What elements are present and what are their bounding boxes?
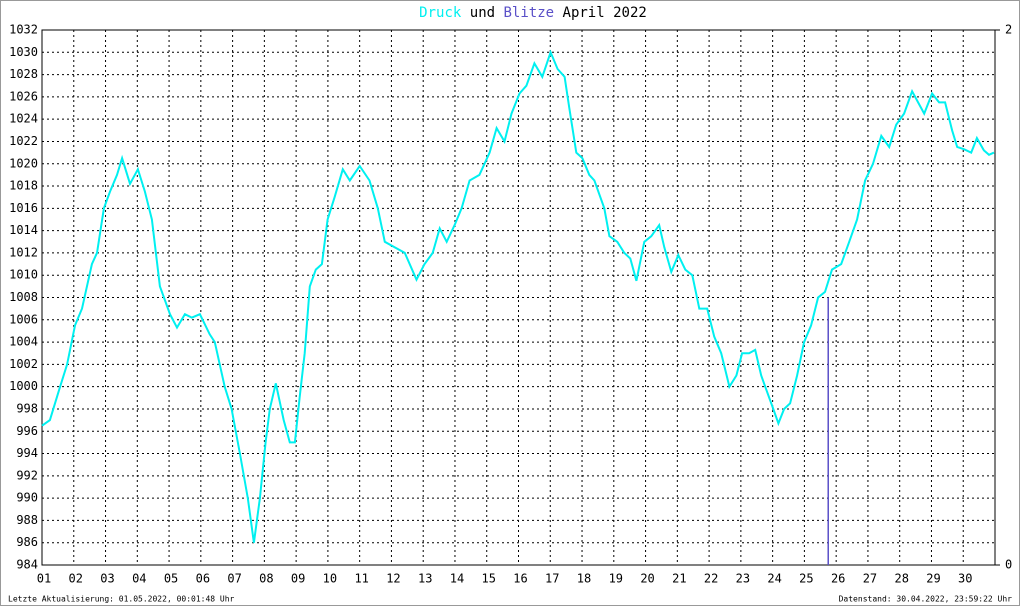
x-tick-label: 03 bbox=[100, 572, 114, 586]
x-tick-label: 12 bbox=[386, 572, 400, 586]
y-tick-label: 1002 bbox=[9, 357, 38, 371]
y-tick-label: 1014 bbox=[9, 223, 38, 237]
x-tick-label: 29 bbox=[926, 572, 940, 586]
x-tick-label: 23 bbox=[736, 572, 750, 586]
x-tick-label: 20 bbox=[640, 572, 654, 586]
y-tick-label: 1018 bbox=[9, 179, 38, 193]
x-tick-label: 22 bbox=[704, 572, 718, 586]
x-tick-label: 15 bbox=[482, 572, 496, 586]
y-tick-label: 1028 bbox=[9, 67, 38, 81]
x-tick-label: 21 bbox=[672, 572, 686, 586]
x-tick-label: 27 bbox=[863, 572, 877, 586]
x-tick-label: 17 bbox=[545, 572, 559, 586]
pressure-line bbox=[41, 49, 995, 543]
y-tick-label: 1010 bbox=[9, 268, 38, 282]
x-tick-label: 05 bbox=[164, 572, 178, 586]
x-tick-label: 16 bbox=[513, 572, 527, 586]
x-tick-label: 02 bbox=[69, 572, 83, 586]
x-tick-label: 08 bbox=[259, 572, 273, 586]
y-tick-label: 1020 bbox=[9, 156, 38, 170]
x-tick-label: 09 bbox=[291, 572, 305, 586]
x-tick-label: 18 bbox=[577, 572, 591, 586]
title-series-1: Blitze bbox=[504, 5, 555, 21]
y-tick-label: 992 bbox=[16, 468, 38, 482]
x-tick-label: 10 bbox=[323, 572, 337, 586]
x-tick-label: 11 bbox=[354, 572, 368, 586]
y-tick-label: 1026 bbox=[9, 89, 38, 103]
x-tick-label: 14 bbox=[450, 572, 464, 586]
y2-tick-label: 0 bbox=[1005, 558, 1012, 572]
y-tick-label: 1004 bbox=[9, 335, 38, 349]
plot-border bbox=[41, 29, 996, 566]
y-tick-label: 988 bbox=[16, 513, 38, 527]
x-tick-label: 25 bbox=[799, 572, 813, 586]
x-tick-label: 01 bbox=[37, 572, 51, 586]
chart-title: Druck und Blitze April 2022 bbox=[419, 5, 647, 21]
y-tick-label: 1032 bbox=[9, 23, 38, 37]
x-tick-label: 24 bbox=[767, 572, 781, 586]
title-series-0: Druck bbox=[419, 5, 462, 21]
footer-right: Datenstand: 30.04.2022, 23:59:22 Uhr bbox=[839, 595, 1013, 604]
y-tick-label: 990 bbox=[16, 491, 38, 505]
y-tick-label: 1008 bbox=[9, 290, 38, 304]
y-tick-label: 996 bbox=[16, 424, 38, 438]
x-tick-label: 13 bbox=[418, 572, 432, 586]
y-tick-label: 994 bbox=[16, 446, 38, 460]
title-suffix: April 2022 bbox=[563, 5, 647, 21]
y-tick-label: 1012 bbox=[9, 245, 38, 259]
y-tick-label: 1016 bbox=[9, 201, 38, 215]
footer-left: Letzte Aktualisierung: 01.05.2022, 00:01… bbox=[8, 595, 235, 604]
x-tick-label: 26 bbox=[831, 572, 845, 586]
x-tick-label: 07 bbox=[227, 572, 241, 586]
x-tick-label: 06 bbox=[196, 572, 210, 586]
y-tick-label: 998 bbox=[16, 401, 38, 415]
y-tick-label: 1006 bbox=[9, 312, 38, 326]
title-join: und bbox=[470, 5, 495, 21]
y-tick-label: 1000 bbox=[9, 379, 38, 393]
y-tick-label: 1030 bbox=[9, 45, 38, 59]
y2-tick-label: 2 bbox=[1005, 23, 1012, 37]
x-tick-label: 04 bbox=[132, 572, 146, 586]
x-tick-label: 30 bbox=[958, 572, 972, 586]
y-tick-label: 1024 bbox=[9, 112, 38, 126]
y-tick-label: 984 bbox=[16, 558, 38, 572]
x-tick-label: 19 bbox=[609, 572, 623, 586]
x-tick-label: 28 bbox=[894, 572, 908, 586]
y-tick-label: 986 bbox=[16, 535, 38, 549]
y-tick-label: 1022 bbox=[9, 134, 38, 148]
